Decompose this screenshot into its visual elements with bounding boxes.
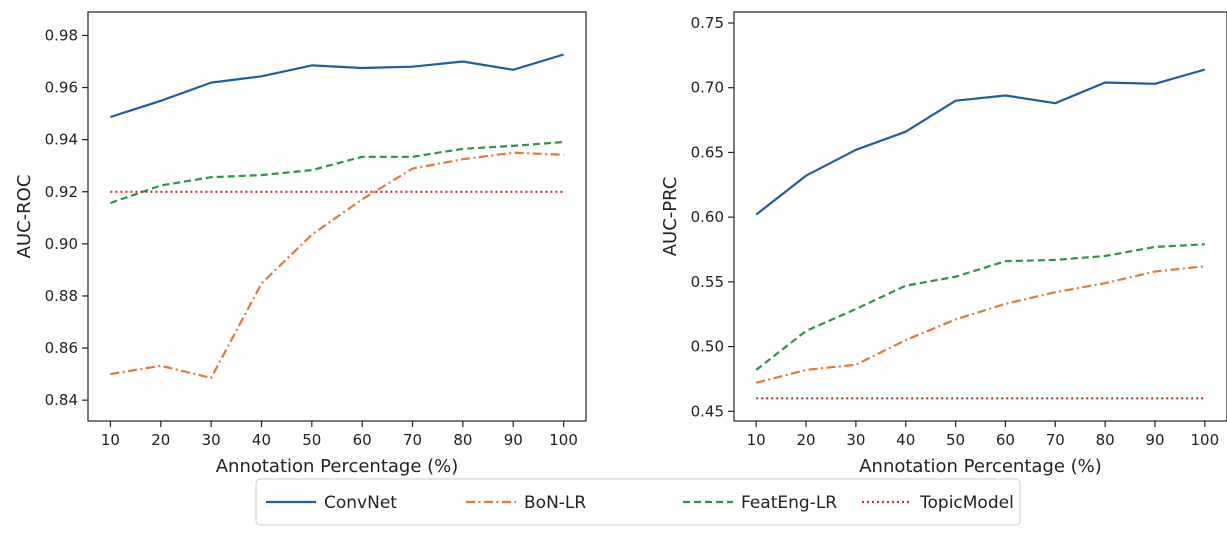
x-tick-label: 90 xyxy=(504,431,523,449)
x-tick-label: 100 xyxy=(549,431,578,449)
x-tick-label: 70 xyxy=(403,431,422,449)
x-tick-label: 50 xyxy=(302,431,321,449)
x-tick-label: 80 xyxy=(453,431,472,449)
x-tick-label: 20 xyxy=(796,431,815,449)
series-line-bon-lr xyxy=(755,265,1205,384)
y-tick-label: 0.84 xyxy=(45,391,78,409)
x-tick-label: 80 xyxy=(1096,431,1115,449)
y-tick-label: 0.94 xyxy=(45,131,78,149)
y-tick-label: 0.70 xyxy=(691,79,724,97)
y-tick-label: 0.96 xyxy=(45,79,78,97)
x-axis-title: Annotation Percentage (%) xyxy=(859,456,1102,477)
x-tick-label: 60 xyxy=(996,431,1015,449)
x-axis-title: Annotation Percentage (%) xyxy=(216,456,459,477)
y-tick-label: 0.86 xyxy=(45,339,78,357)
legend: ConvNet BoN-LR FeatEng-LR TopicModel xyxy=(255,478,1021,526)
y-axis-title: AUC-PRC xyxy=(660,177,681,257)
series-line-bon-lr xyxy=(110,151,564,380)
series-line-convnet xyxy=(755,68,1206,216)
y-tick-label: 0.98 xyxy=(45,26,78,44)
y-tick-label: 0.90 xyxy=(45,235,78,253)
x-tick-label: 30 xyxy=(202,431,221,449)
x-tick-label: 40 xyxy=(252,431,271,449)
x-tick-label: 30 xyxy=(846,431,865,449)
x-tick-label: 10 xyxy=(101,431,120,449)
x-tick-label: 90 xyxy=(1145,431,1164,449)
series-line-feateng-lr xyxy=(110,140,564,205)
plot-frame xyxy=(87,11,587,422)
y-tick-label: 0.88 xyxy=(45,287,78,305)
series-line-feateng-lr xyxy=(755,243,1205,371)
x-tick-label: 60 xyxy=(353,431,372,449)
x-tick-label: 50 xyxy=(946,431,965,449)
y-tick-label: 0.55 xyxy=(691,273,724,291)
legend-label: TopicModel xyxy=(919,493,1014,513)
legend-label: FeatEng-LR xyxy=(741,493,837,513)
legend-label: ConvNet xyxy=(324,493,397,513)
y-tick-label: 0.75 xyxy=(691,14,724,32)
x-tick-label: 40 xyxy=(896,431,915,449)
y-tick-label: 0.60 xyxy=(691,208,724,226)
y-tick-label: 0.50 xyxy=(691,338,724,356)
auc-prc-chart: 0.45 0.50 0.55 0.60 0.65 0.70 0.75 10 20 30 40 50 60… xyxy=(660,11,1227,477)
x-tick-label: 10 xyxy=(747,431,766,449)
series-line-convnet xyxy=(110,53,564,119)
y-tick-label: 0.45 xyxy=(691,402,724,420)
y-tick-label: 0.65 xyxy=(691,143,724,161)
auc-roc-chart: 0.84 0.86 0.88 0.90 0.92 0.94 0.96 0.98 10 20 30 40… xyxy=(14,11,587,477)
legend-box xyxy=(255,478,1021,526)
legend-label: BoN-LR xyxy=(524,493,586,513)
x-tick-label: 100 xyxy=(1190,431,1219,449)
x-tick-label: 20 xyxy=(151,431,170,449)
y-axis-title: AUC-ROC xyxy=(14,175,35,259)
y-tick-label: 0.92 xyxy=(45,183,78,201)
x-tick-label: 70 xyxy=(1046,431,1065,449)
plot-frame xyxy=(733,11,1227,422)
